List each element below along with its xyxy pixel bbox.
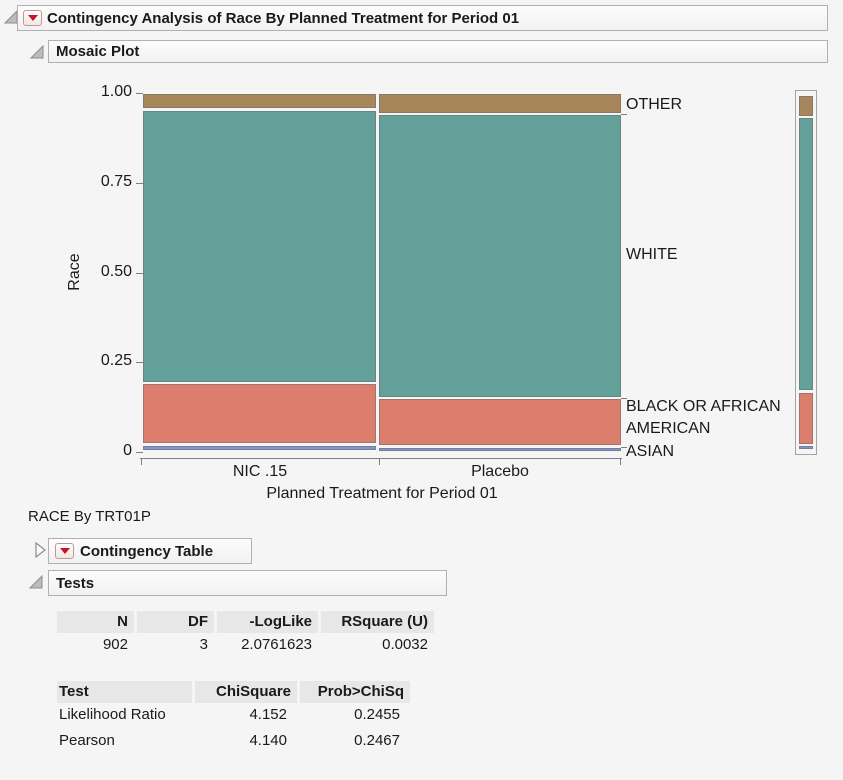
column-header-test: Test bbox=[57, 681, 192, 703]
contingency-table-header-label: Contingency Table bbox=[80, 542, 214, 560]
x-category-label-placebo: Placebo bbox=[471, 463, 529, 480]
y-axis-tick bbox=[136, 273, 143, 274]
x-axis-tick bbox=[379, 459, 380, 465]
race-label-other: OTHER bbox=[626, 96, 682, 113]
disclosure-open-icon[interactable] bbox=[30, 45, 45, 60]
x-axis-tick bbox=[620, 459, 621, 465]
y-tick-label: 1.00 bbox=[100, 83, 132, 100]
overall-proportion-bar bbox=[795, 90, 817, 455]
y-axis-tick bbox=[136, 183, 143, 184]
test-prob: 0.2467 bbox=[354, 732, 400, 749]
value-n: 902 bbox=[102, 636, 128, 653]
red-triangle-icon bbox=[27, 15, 38, 21]
race-boundary-tick bbox=[621, 447, 627, 448]
mosaic-segment-black-or-african-american-placebo[interactable] bbox=[379, 399, 621, 446]
value-df: 3 bbox=[199, 636, 208, 653]
y-axis-tick bbox=[136, 93, 143, 94]
column-header-chisquare: ChiSquare bbox=[195, 681, 297, 703]
test-chisquare: 4.140 bbox=[249, 732, 287, 749]
overall-segment-black-or-african-american bbox=[799, 392, 813, 444]
mosaic-segment-white-placebo[interactable] bbox=[379, 115, 621, 397]
y-axis-title: Race bbox=[66, 253, 83, 291]
column-header-df: DF bbox=[137, 611, 214, 633]
tests-header-label: Tests bbox=[56, 574, 95, 592]
value-rsquare: 0.0032 bbox=[382, 636, 428, 653]
column-header-loglike: -LogLike bbox=[217, 611, 318, 633]
mosaic-segment-black-or-african-american-nic-15[interactable] bbox=[143, 384, 376, 444]
analysis-caption: RACE By TRT01P bbox=[28, 508, 151, 525]
red-triangle-menu-button[interactable] bbox=[55, 543, 74, 559]
tests-header[interactable]: Tests bbox=[48, 570, 447, 596]
tests-table: Test ChiSquare Prob>ChiSq Likelihood Rat… bbox=[57, 681, 410, 755]
mosaic-segment-asian-nic-15[interactable] bbox=[143, 445, 376, 451]
mosaic-segment-other-nic-15[interactable] bbox=[143, 94, 376, 109]
red-triangle-menu-button[interactable] bbox=[23, 10, 42, 26]
y-tick-label: 0.75 bbox=[100, 173, 132, 190]
column-header-n: N bbox=[57, 611, 134, 633]
summary-statistics-table: N DF -LogLike RSquare (U) 902 3 2.076162… bbox=[57, 611, 434, 659]
overall-segment-white bbox=[799, 118, 813, 391]
x-axis-line bbox=[140, 458, 622, 459]
test-name: Pearson bbox=[59, 732, 115, 749]
contingency-table-header[interactable]: Contingency Table bbox=[48, 538, 252, 564]
value-loglike: 2.0761623 bbox=[241, 636, 312, 653]
y-axis-tick bbox=[136, 362, 143, 363]
x-axis-title: Planned Treatment for Period 01 bbox=[266, 485, 498, 502]
x-category-label-nic15: NIC .15 bbox=[232, 463, 288, 480]
y-tick-label: 0 bbox=[123, 442, 132, 459]
race-boundary-tick bbox=[621, 398, 627, 399]
test-prob: 0.2455 bbox=[354, 706, 400, 723]
report-title: Contingency Analysis of Race By Planned … bbox=[47, 9, 520, 27]
race-label-asian: ASIAN bbox=[626, 443, 675, 460]
race-boundary-tick bbox=[621, 114, 627, 115]
race-label-black-or-african-american: BLACK OR AFRICAN AMERICAN bbox=[626, 398, 781, 437]
mosaic-segment-asian-placebo[interactable] bbox=[379, 448, 621, 451]
overall-segment-asian bbox=[799, 446, 813, 450]
y-tick-label: 0.50 bbox=[100, 263, 132, 280]
column-header-rsquare: RSquare (U) bbox=[321, 611, 434, 633]
x-axis-tick bbox=[141, 459, 142, 465]
test-chisquare: 4.152 bbox=[249, 706, 287, 723]
y-axis-tick bbox=[136, 452, 143, 453]
test-name: Likelihood Ratio bbox=[59, 706, 166, 723]
column-header-prob: Prob>ChiSq bbox=[300, 681, 410, 703]
mosaic-segment-white-nic-15[interactable] bbox=[143, 110, 376, 382]
mosaic-segment-other-placebo[interactable] bbox=[379, 94, 621, 113]
red-triangle-icon bbox=[59, 548, 70, 554]
overall-segment-other bbox=[799, 96, 813, 116]
report-title-bar: Contingency Analysis of Race By Planned … bbox=[17, 5, 828, 31]
disclosure-open-icon[interactable] bbox=[29, 575, 44, 590]
disclosure-collapsed-icon[interactable] bbox=[33, 542, 47, 558]
race-label-white: WHITE bbox=[626, 246, 678, 263]
y-tick-label: 0.25 bbox=[100, 352, 132, 369]
mosaic-plot-header-label: Mosaic Plot bbox=[56, 43, 140, 60]
mosaic-plot-header[interactable]: Mosaic Plot bbox=[48, 40, 828, 63]
